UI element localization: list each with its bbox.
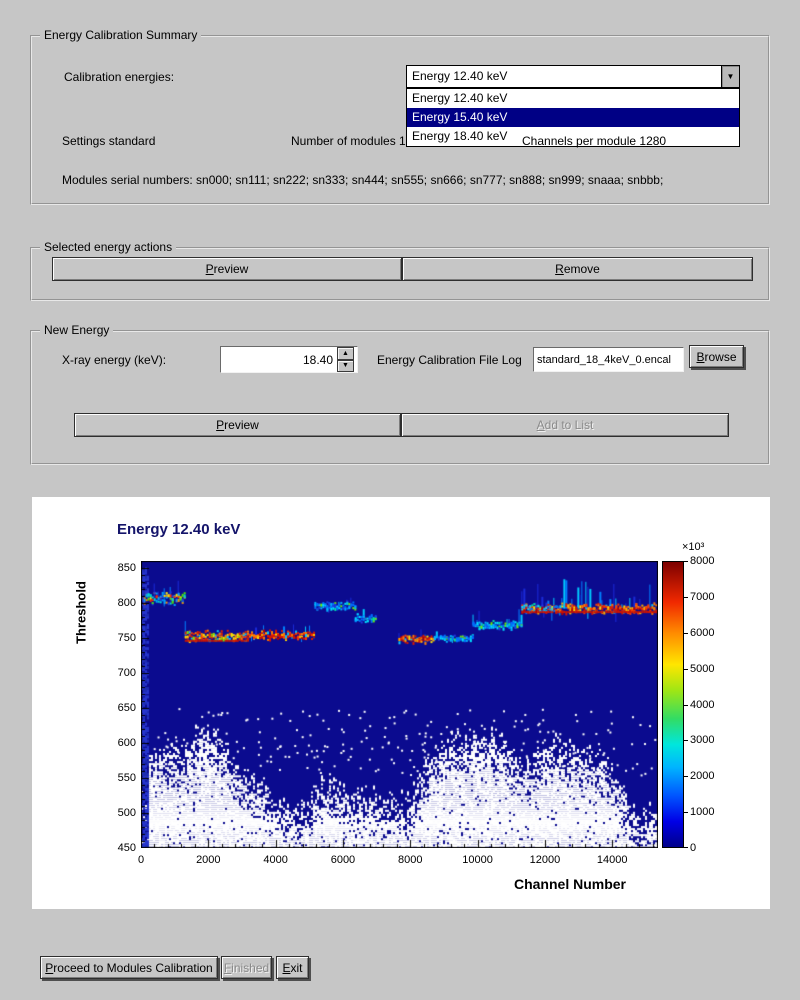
colorbar-tick	[684, 597, 688, 598]
colorbar-tick-label: 1000	[690, 806, 715, 819]
combobox-value: Energy 12.40 keV	[412, 69, 508, 83]
colorbar-tick	[684, 740, 688, 741]
calibration-energy-combobox[interactable]: Energy 12.40 keV ▼	[406, 65, 740, 88]
colorbar-exponent-label: ×10³	[682, 541, 705, 553]
colorbar	[662, 561, 684, 848]
colorbar-tick	[684, 847, 688, 848]
x-tick-label: 14000	[596, 854, 628, 866]
y-tick-label: 550	[117, 772, 136, 784]
y-tick-label: 450	[117, 842, 136, 854]
colorbar-tick-label: 2000	[690, 770, 715, 783]
plot-title: Energy 12.40 keV	[117, 521, 241, 538]
triangle-up-icon: ▲	[342, 349, 349, 357]
colorbar-tick-label: 0	[690, 842, 697, 854]
dropdown-item-energy-2[interactable]: Energy 15.40 keV	[407, 108, 739, 127]
colorbar-tick	[684, 776, 688, 777]
channels-per-module-label: Channels per module 1280	[522, 134, 667, 148]
group-title: Selected energy actions	[40, 240, 177, 254]
x-tick-label: 2000	[196, 854, 221, 866]
threshold-heatmap	[141, 561, 658, 848]
settings-standard-label: Settings standard	[62, 134, 156, 148]
xray-energy-spinbox: ▲ ▼	[220, 346, 358, 373]
colorbar-tick	[684, 812, 688, 813]
calibration-energies-label: Calibration energies:	[64, 70, 175, 84]
y-tick-label: 500	[117, 807, 136, 819]
group-title: Energy Calibration Summary	[40, 28, 202, 42]
group-title: New Energy	[40, 323, 114, 337]
x-tick-label: 8000	[398, 854, 423, 866]
chevron-down-icon: ▼	[726, 72, 735, 81]
colorbar-tick-label: 3000	[690, 734, 715, 747]
group-energy-calibration-summary: Energy Calibration Summary Calibration e…	[30, 28, 770, 205]
file-log-label: Energy Calibration File Log	[377, 353, 522, 367]
colorbar-tick	[684, 669, 688, 670]
colorbar-tick-label: 4000	[690, 698, 715, 711]
y-tick-label: 650	[117, 702, 136, 714]
spin-down-button[interactable]: ▼	[337, 359, 354, 372]
colorbar-tick	[684, 561, 688, 562]
x-axis-label: Channel Number	[513, 876, 626, 892]
colorbar-tick	[684, 633, 688, 634]
colorbar-tick-label: 6000	[690, 626, 715, 639]
calibration-energy-dropdown-list: Energy 12.40 keV Energy 15.40 keV Energy…	[406, 88, 740, 147]
combobox-dropdown-button[interactable]: ▼	[721, 66, 739, 87]
number-of-modules-label: Number of modules 12	[291, 134, 413, 148]
spinner-buttons: ▲ ▼	[337, 347, 354, 372]
group-new-energy: New Energy X-ray energy (keV): ▲ ▼ Energ…	[30, 323, 770, 465]
xray-energy-input[interactable]	[221, 347, 337, 372]
colorbar-tick-label: 8000	[690, 555, 715, 567]
x-tick-label: 4000	[263, 854, 288, 866]
x-tick-label: 0	[137, 854, 145, 866]
colorbar-tick	[684, 705, 688, 706]
y-tick-label: 600	[117, 737, 136, 749]
y-tick-label: 700	[117, 667, 136, 679]
file-log-input[interactable]	[533, 347, 684, 372]
dropdown-item-energy-3[interactable]: Energy 18.40 keV	[412, 129, 508, 143]
colorbar-tick-label: 7000	[690, 590, 715, 603]
dropdown-item-energy-1[interactable]: Energy 12.40 keV	[412, 91, 508, 105]
colorbar-tick-label: 5000	[690, 662, 715, 675]
y-axis-label: Threshold	[73, 581, 89, 644]
serial-numbers-label: Modules serial numbers: sn000; sn111; sn…	[62, 173, 664, 187]
y-tick-label: 850	[117, 562, 136, 574]
triangle-down-icon: ▼	[342, 362, 349, 370]
y-tick-label: 750	[117, 632, 136, 644]
y-tick-label: 800	[117, 597, 136, 609]
spin-up-button[interactable]: ▲	[337, 347, 354, 360]
x-tick-label: 12000	[529, 854, 561, 866]
x-tick-label: 10000	[462, 854, 493, 866]
xray-energy-label: X-ray energy (keV):	[62, 353, 167, 367]
x-tick-label: 6000	[330, 854, 356, 866]
plot-panel: Energy 12.40 keV Threshold Channel Numbe…	[32, 497, 770, 909]
